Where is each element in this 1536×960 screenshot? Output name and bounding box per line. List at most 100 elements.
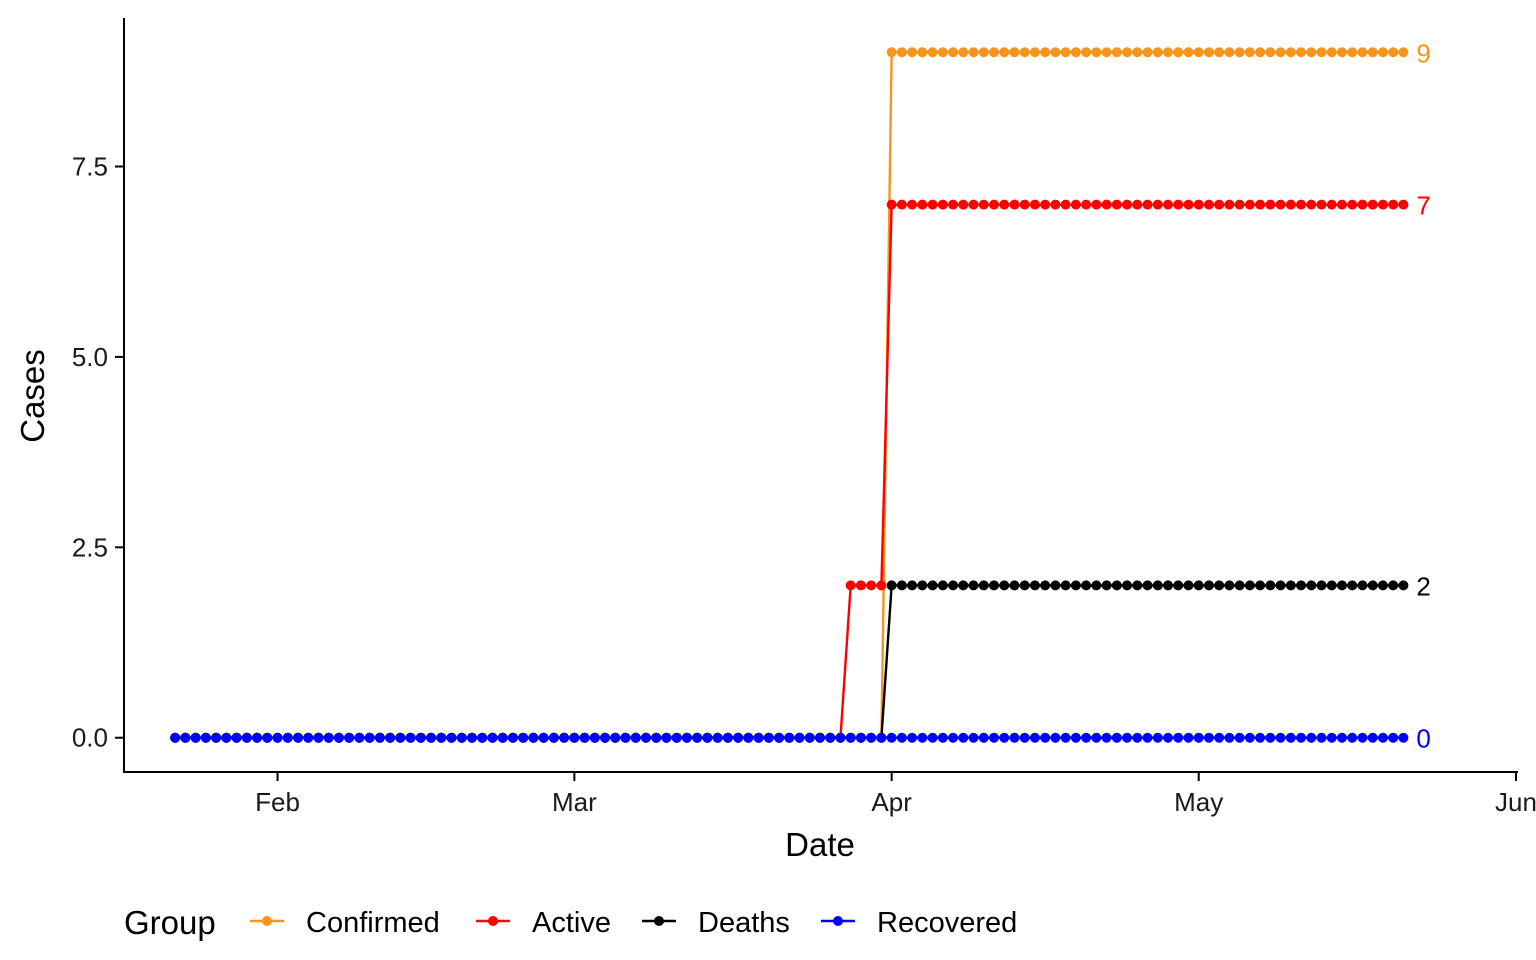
- data-point: [907, 47, 918, 58]
- data-point: [395, 732, 406, 743]
- end-label-deaths: 2: [1416, 571, 1430, 601]
- data-point: [1173, 580, 1184, 591]
- data-point: [1203, 732, 1214, 743]
- data-point: [712, 732, 723, 743]
- data-point: [927, 580, 938, 591]
- data-point: [1357, 47, 1368, 58]
- data-point: [241, 732, 252, 743]
- data-point: [917, 47, 928, 58]
- data-point: [293, 732, 303, 743]
- data-point: [1040, 199, 1051, 210]
- legend-key-point: [262, 916, 272, 926]
- data-point: [1306, 47, 1317, 58]
- data-point: [1275, 732, 1286, 743]
- data-point: [835, 732, 846, 743]
- data-point: [1337, 47, 1347, 58]
- data-point: [262, 732, 273, 743]
- data-point: [1377, 732, 1388, 743]
- data-point: [999, 47, 1010, 58]
- data-point: [415, 732, 426, 743]
- data-point: [252, 732, 263, 743]
- series-line-active: [175, 203, 1404, 739]
- data-point: [1070, 47, 1081, 58]
- data-point: [692, 732, 703, 743]
- legend-key-point: [833, 916, 843, 926]
- data-point: [886, 199, 897, 210]
- data-point: [1326, 199, 1337, 210]
- data-point: [1193, 47, 1204, 58]
- end-labels-layer: 9 7 2 0: [1416, 38, 1430, 753]
- data-point: [1265, 732, 1276, 743]
- data-point: [937, 580, 948, 591]
- data-point: [180, 732, 191, 743]
- data-point: [927, 199, 938, 210]
- data-point: [968, 732, 979, 743]
- data-point: [1173, 199, 1184, 210]
- data-point: [733, 732, 744, 743]
- data-point: [1244, 732, 1255, 743]
- data-point: [1081, 732, 1092, 743]
- data-point: [1275, 580, 1286, 591]
- data-point: [344, 732, 355, 743]
- data-point: [1255, 580, 1266, 591]
- data-point: [1173, 47, 1184, 58]
- data-point: [1152, 47, 1163, 58]
- data-point: [354, 732, 365, 743]
- data-point: [753, 732, 764, 743]
- data-point: [917, 732, 928, 743]
- series-line-confirmed: [175, 51, 1404, 739]
- data-point: [989, 47, 999, 58]
- data-point: [661, 732, 672, 743]
- data-point: [456, 732, 467, 743]
- data-point: [1214, 47, 1225, 58]
- data-point: [1009, 47, 1020, 58]
- data-point: [999, 732, 1010, 743]
- data-point: [1285, 732, 1296, 743]
- data-point: [477, 732, 488, 743]
- data-point: [487, 732, 498, 743]
- data-point: [1122, 47, 1133, 58]
- legend-label: Confirmed: [306, 907, 440, 939]
- data-point: [1296, 47, 1307, 58]
- data-point: [374, 732, 385, 743]
- data-point: [907, 199, 918, 210]
- data-point: [866, 580, 877, 591]
- data-point: [1234, 199, 1245, 210]
- data-point: [1306, 732, 1317, 743]
- data-point: [1337, 580, 1347, 591]
- data-point: [630, 732, 641, 743]
- data-point: [1183, 47, 1194, 58]
- data-point: [1122, 580, 1133, 591]
- data-point: [1255, 47, 1266, 58]
- data-point: [1265, 199, 1276, 210]
- data-point: [1224, 199, 1235, 210]
- data-point: [1275, 47, 1286, 58]
- data-point: [937, 199, 948, 210]
- data-point: [1163, 732, 1173, 743]
- data-point: [1265, 47, 1276, 58]
- data-point: [896, 47, 907, 58]
- data-point: [1050, 47, 1061, 58]
- data-point: [1306, 580, 1317, 591]
- data-point: [1183, 199, 1194, 210]
- data-point: [671, 732, 682, 743]
- data-point: [1296, 199, 1307, 210]
- data-point: [1070, 580, 1081, 591]
- data-point: [211, 732, 222, 743]
- data-point: [866, 732, 877, 743]
- data-point: [968, 47, 979, 58]
- data-point: [907, 580, 918, 591]
- data-point: [784, 732, 795, 743]
- data-point: [1326, 580, 1337, 591]
- data-point: [1388, 580, 1399, 591]
- data-point: [1367, 47, 1378, 58]
- series-recovered: [170, 732, 1409, 743]
- data-point: [978, 580, 989, 591]
- data-point: [1285, 47, 1296, 58]
- data-point: [1183, 732, 1194, 743]
- data-point: [1050, 580, 1061, 591]
- data-point: [1377, 199, 1388, 210]
- legend-item-deaths: Deaths: [642, 907, 790, 939]
- data-point: [436, 732, 447, 743]
- end-label-active: 7: [1416, 191, 1430, 221]
